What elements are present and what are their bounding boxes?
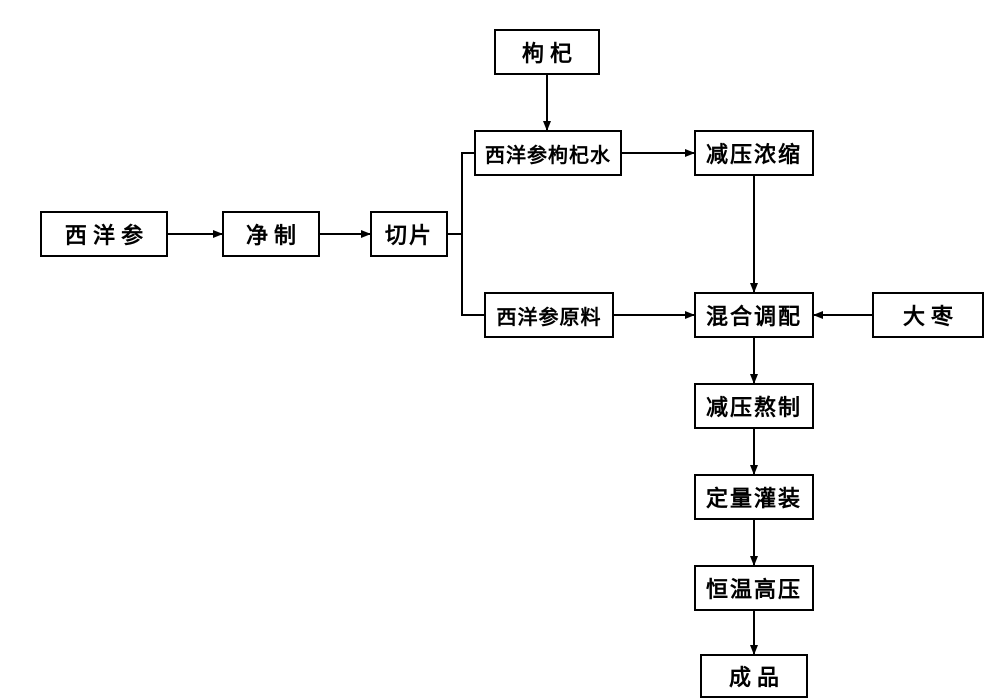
node-label: 西洋参原料: [497, 301, 602, 330]
flowchart-edge: [448, 153, 474, 234]
flowchart-edge: [462, 234, 484, 315]
node-label: 大 枣: [903, 299, 953, 331]
node-label: 定量灌装: [706, 481, 802, 513]
flowchart-node: 西洋参原料: [484, 292, 614, 338]
flowchart-node: 定量灌装: [694, 474, 814, 520]
node-label: 枸 杞: [522, 36, 572, 68]
node-label: 西 洋 参: [65, 218, 143, 250]
flowchart-node: 混合调配: [694, 292, 814, 338]
node-label: 净 制: [246, 218, 296, 250]
flowchart-node: 切片: [370, 211, 448, 257]
node-label: 切片: [385, 218, 433, 250]
flowchart-node: 净 制: [222, 211, 320, 257]
node-label: 恒温高压: [706, 572, 802, 604]
flowchart-node: 恒温高压: [694, 565, 814, 611]
flowchart-edges: [0, 0, 1000, 699]
node-label: 减压浓缩: [706, 137, 802, 169]
flowchart-node: 枸 杞: [494, 29, 600, 75]
node-label: 混合调配: [706, 299, 802, 331]
flowchart-node: 大 枣: [872, 292, 984, 338]
node-label: 减压熬制: [706, 390, 802, 422]
node-label: 西洋参枸杞水: [485, 139, 611, 168]
flowchart-node: 减压浓缩: [694, 130, 814, 176]
flowchart-node: 西 洋 参: [40, 211, 168, 257]
flowchart-node: 西洋参枸杞水: [474, 130, 622, 176]
node-label: 成 品: [729, 660, 779, 692]
flowchart-node: 减压熬制: [694, 383, 814, 429]
flowchart-node: 成 品: [700, 654, 808, 698]
